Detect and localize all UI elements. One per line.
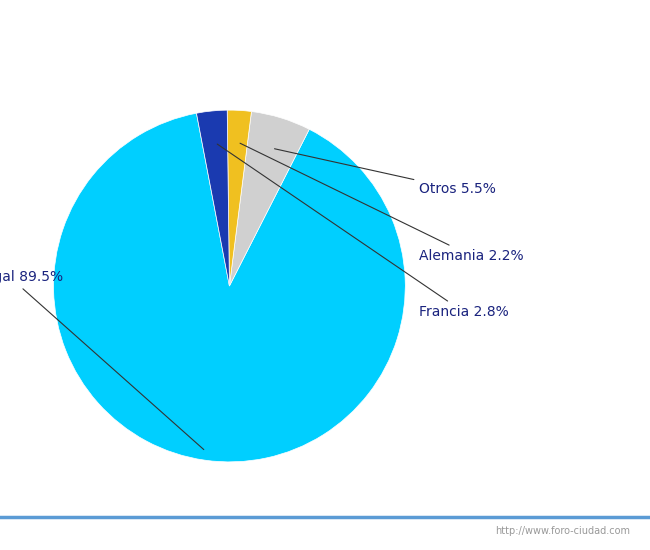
Text: Francia 2.8%: Francia 2.8%	[217, 144, 509, 320]
Text: http://www.foro-ciudad.com: http://www.foro-ciudad.com	[495, 526, 630, 536]
Wedge shape	[229, 112, 309, 286]
Text: Otros 5.5%: Otros 5.5%	[274, 148, 496, 196]
Text: Alemania 2.2%: Alemania 2.2%	[240, 143, 524, 263]
Wedge shape	[53, 113, 406, 462]
Wedge shape	[227, 110, 252, 286]
Wedge shape	[196, 110, 229, 286]
Text: Portugal 89.5%: Portugal 89.5%	[0, 270, 204, 449]
Text: Rosal de la Frontera - Turistas extranjeros según país - Abril de 2024: Rosal de la Frontera - Turistas extranje…	[74, 21, 576, 37]
